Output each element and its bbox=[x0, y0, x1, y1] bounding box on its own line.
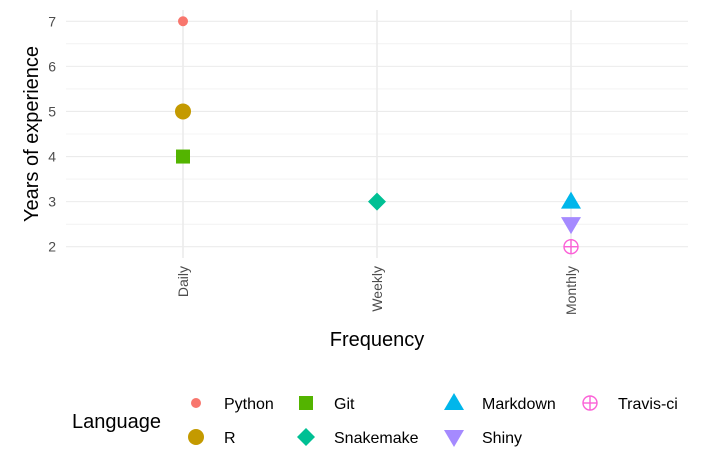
y-tick-label: 5 bbox=[48, 103, 56, 119]
legend-key-markdown bbox=[444, 393, 464, 410]
x-tick-label: Weekly bbox=[369, 266, 385, 312]
data-point-r bbox=[175, 103, 191, 120]
data-point-shiny bbox=[561, 217, 581, 235]
y-tick-label: 3 bbox=[48, 194, 56, 210]
legend-label-markdown: Markdown bbox=[482, 396, 556, 413]
data-point-snakemake bbox=[368, 192, 386, 211]
legend-label-git: Git bbox=[334, 396, 355, 413]
legend-key-python bbox=[191, 398, 201, 408]
legend-key-shiny bbox=[444, 430, 464, 447]
data-point-travis-ci bbox=[563, 239, 579, 255]
legend-label-r: R bbox=[224, 430, 236, 447]
x-tick-label: Daily bbox=[175, 266, 191, 297]
legend-label-python: Python bbox=[224, 396, 274, 413]
x-tick-label: Monthly bbox=[563, 266, 579, 315]
y-axis-ticks: 2 3 4 5 6 7 bbox=[48, 13, 56, 254]
y-tick-label: 2 bbox=[48, 239, 56, 255]
data-point-python bbox=[178, 16, 188, 27]
legend-title: Language bbox=[72, 411, 161, 433]
legend-key-snakemake bbox=[297, 428, 315, 446]
y-axis-title: Years of experience bbox=[21, 46, 43, 222]
legend-key-travis-ci bbox=[582, 395, 598, 411]
legend-key-git bbox=[299, 396, 313, 410]
legend-label-travis-ci: Travis-ci bbox=[618, 396, 678, 413]
x-axis-title: Frequency bbox=[330, 329, 425, 351]
grid-lines bbox=[66, 10, 688, 258]
data-point-markdown bbox=[561, 191, 581, 209]
legend: Python R Git Snakemake Markdown Shiny Travis-c… bbox=[188, 393, 678, 447]
legend-key-r bbox=[188, 429, 204, 445]
legend-label-snakemake: Snakemake bbox=[334, 430, 419, 447]
x-axis-ticks: Daily Weekly Monthly bbox=[175, 266, 579, 315]
data-point-git bbox=[176, 149, 190, 164]
y-tick-label: 6 bbox=[48, 58, 56, 74]
data-points bbox=[175, 16, 581, 255]
y-tick-label: 7 bbox=[48, 13, 56, 29]
y-tick-label: 4 bbox=[48, 149, 56, 165]
legend-label-shiny: Shiny bbox=[482, 430, 522, 447]
